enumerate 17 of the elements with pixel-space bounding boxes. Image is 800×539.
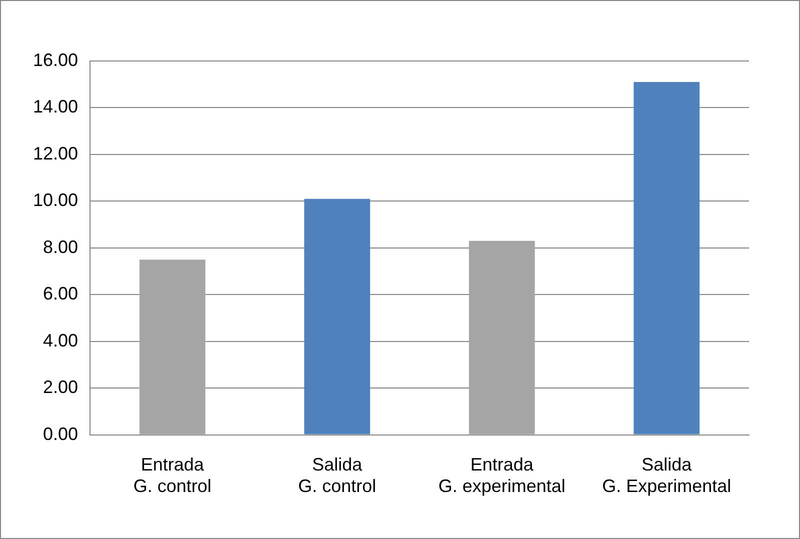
y-tick-label: 16.00	[32, 50, 78, 70]
x-tick-label: Entrada G. experimental	[438, 454, 566, 496]
bar	[634, 82, 700, 434]
y-tick-label: 10.00	[32, 190, 78, 210]
y-tick-label: 6.00	[42, 284, 78, 304]
x-tick-label: Salida G. control	[298, 454, 376, 496]
y-tick-label: 12.00	[32, 143, 78, 164]
x-tick-label: Salida G. Experimental	[602, 454, 732, 496]
y-tick-label: 2.00	[42, 377, 78, 398]
y-tick-label: 4.00	[42, 330, 78, 350]
y-tick-label: 0.00	[42, 424, 78, 444]
bar	[304, 198, 370, 434]
x-tick-label: Entrada G. control	[133, 454, 212, 496]
bar	[468, 240, 535, 434]
y-tick-label: 14.00	[32, 96, 78, 117]
bar	[139, 260, 206, 434]
y-tick-label: 8.00	[42, 236, 78, 257]
